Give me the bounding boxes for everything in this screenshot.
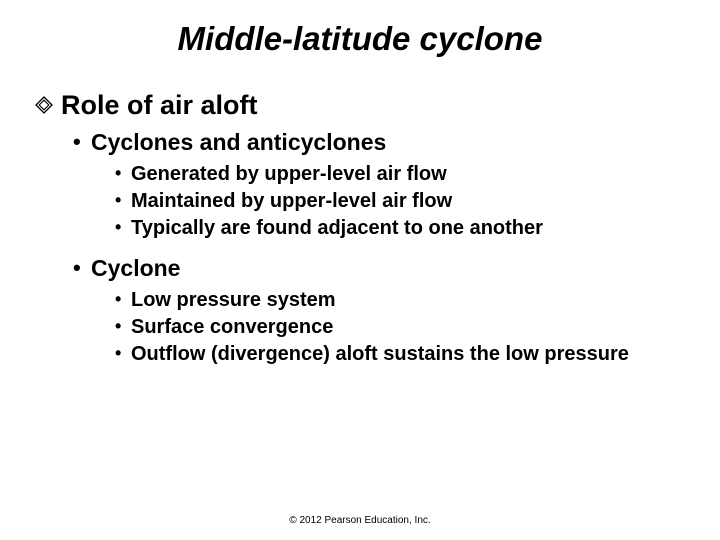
heading-role-of-air-aloft: Role of air aloft <box>35 90 685 121</box>
subheading-cyclones-anticyclones: Cyclones and anticyclones <box>73 129 685 156</box>
list-item: Low pressure system <box>115 288 685 313</box>
list-item: Outflow (divergence) aloft sustains the … <box>115 342 685 367</box>
list-item: Typically are found adjacent to one anot… <box>115 216 685 241</box>
section-cyclone: Cyclone Low pressure system Surface conv… <box>35 255 685 367</box>
copyright-text: © 2012 Pearson Education, Inc. <box>0 515 720 526</box>
slide-title: Middle-latitude cyclone <box>35 20 685 58</box>
slide: Middle-latitude cyclone Role of air alof… <box>0 0 720 540</box>
heading-text: Role of air aloft <box>61 90 258 120</box>
subheading-cyclone: Cyclone <box>73 255 685 282</box>
diamond-bullet-icon <box>35 96 53 114</box>
section-cyclones-anticyclones: Cyclones and anticyclones Generated by u… <box>35 129 685 241</box>
list-item: Surface convergence <box>115 315 685 340</box>
list-item: Generated by upper-level air flow <box>115 162 685 187</box>
list-item: Maintained by upper-level air flow <box>115 189 685 214</box>
